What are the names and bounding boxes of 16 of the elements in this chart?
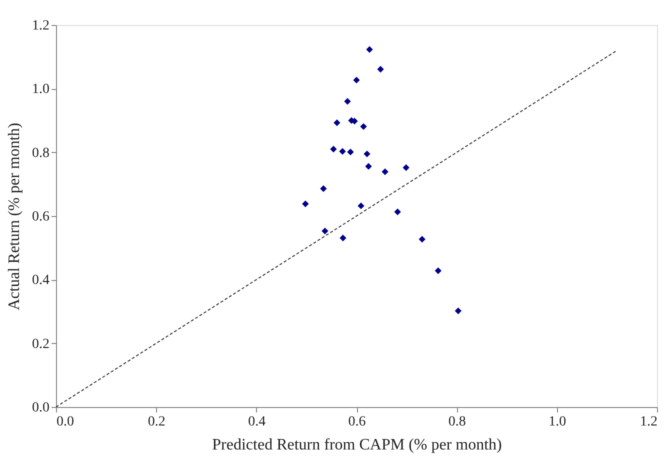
x-tick-label: 1.0 xyxy=(548,414,566,430)
y-tick-label: 1.0 xyxy=(32,82,50,98)
y-tick-label: 0.2 xyxy=(32,336,50,352)
x-tick-label: 0.4 xyxy=(248,414,266,430)
x-tick-label: 1.2 xyxy=(640,414,658,430)
y-tick-label: 0.8 xyxy=(32,146,50,161)
x-tick-label: 0.0 xyxy=(56,414,74,430)
y-tick-label: 1.2 xyxy=(32,18,50,34)
y-tick-label: 0.0 xyxy=(32,400,50,416)
x-tick-label: 0.2 xyxy=(148,414,166,430)
y-tick-label: 0.4 xyxy=(32,273,50,288)
y-tick-label: 0.6 xyxy=(32,210,50,224)
x-tick-label: 0.6 xyxy=(348,414,366,430)
x-tick-label: 0.8 xyxy=(448,414,466,430)
y-axis-title: Actual Return (% per month) xyxy=(6,122,23,310)
x-axis-title: Predicted Return from CAPM (% per month) xyxy=(212,436,502,454)
